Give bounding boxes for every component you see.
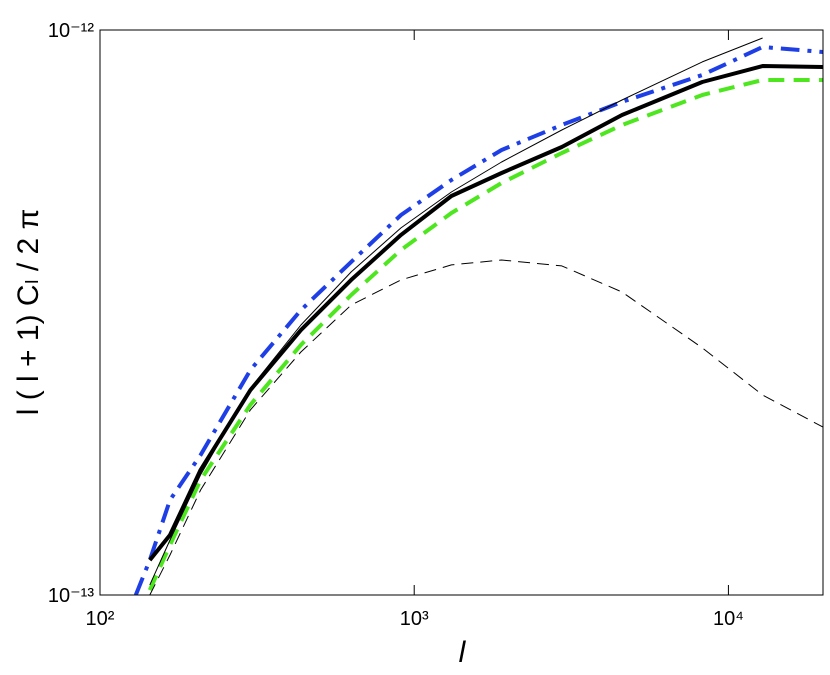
x-tick-label: 10⁴: [713, 608, 744, 630]
x-axis-label: l: [459, 636, 467, 669]
x-tick-label: 10³: [400, 608, 429, 630]
plot-area: [100, 30, 823, 595]
plot-frame: [99, 29, 824, 596]
series-line: [149, 259, 823, 595]
series-line: [148, 64, 823, 562]
series-line: [149, 37, 763, 586]
x-tick-label: 10²: [86, 608, 115, 630]
y-tick-label: 10⁻¹³: [48, 585, 94, 607]
series-line: [147, 78, 823, 591]
series-line: [133, 45, 823, 595]
y-axis-label: l ( l + 1) Cₗ / 2 π: [12, 209, 45, 416]
lines: [133, 37, 823, 595]
y-tick-label: 10⁻¹²: [48, 20, 94, 42]
